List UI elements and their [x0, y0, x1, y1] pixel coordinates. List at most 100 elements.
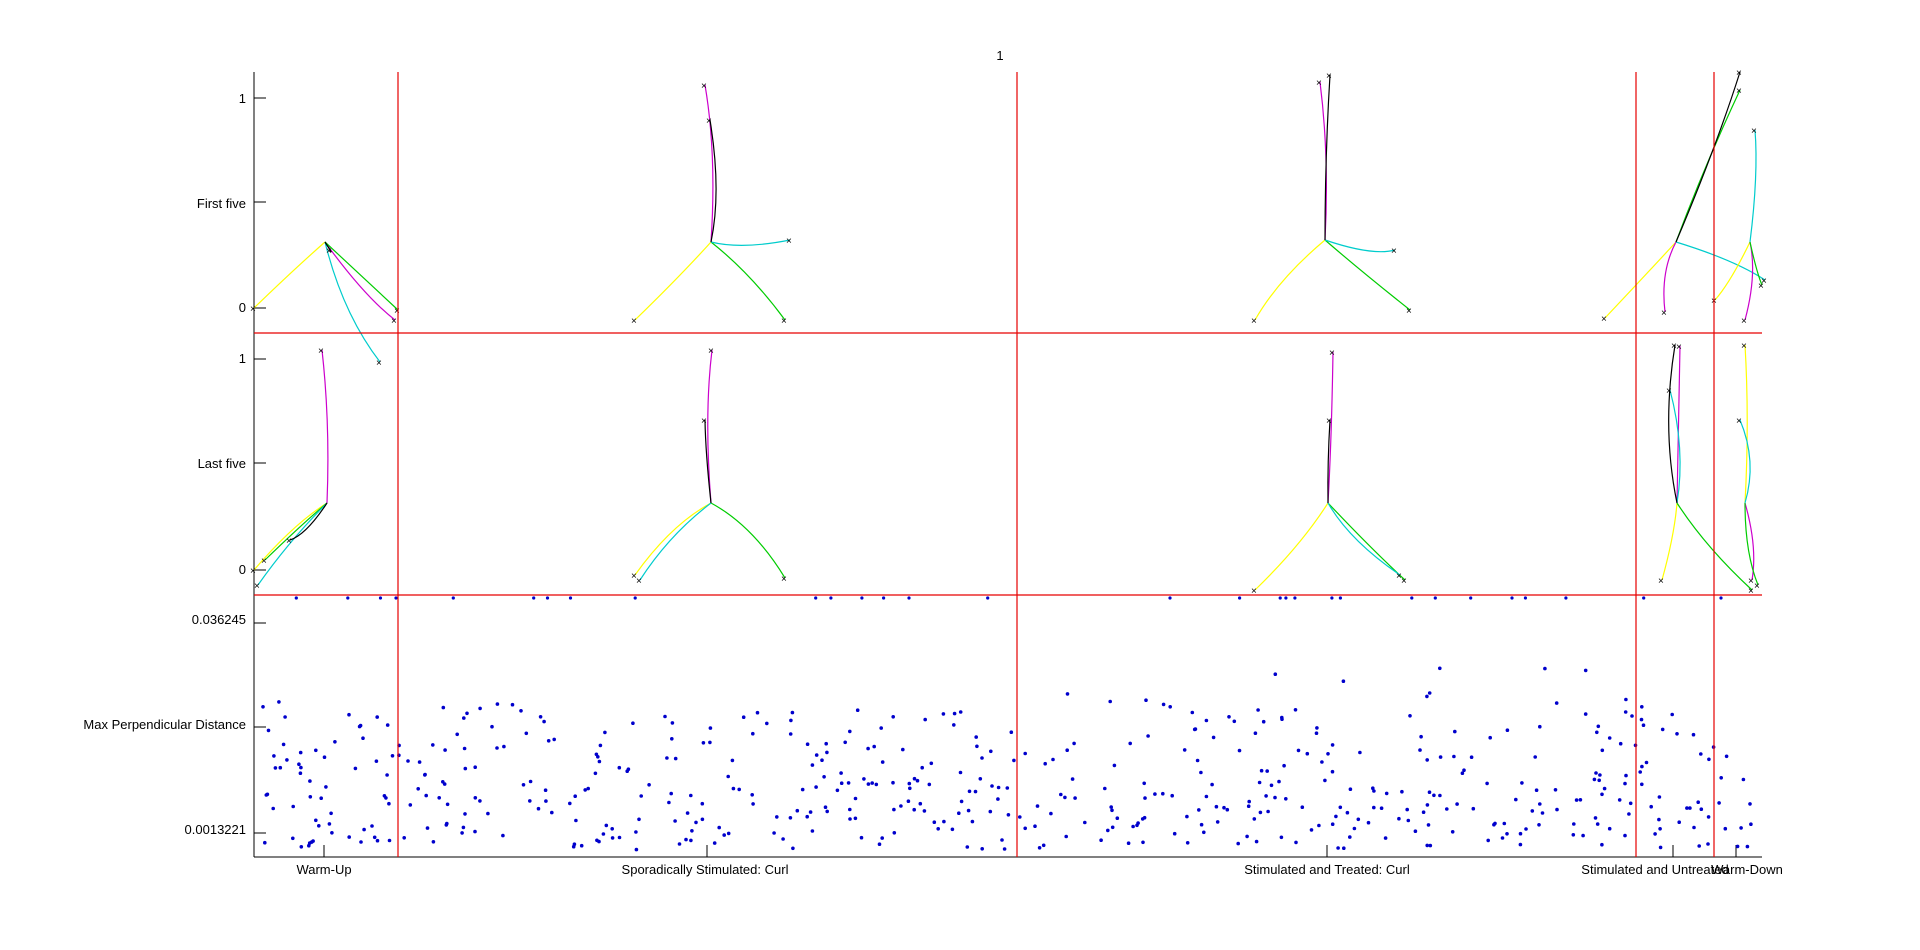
scatter-point	[408, 803, 413, 807]
scatter-point-clipped	[814, 596, 818, 600]
scatter-point	[1279, 835, 1284, 840]
scatter-point	[726, 831, 731, 836]
scatter-point	[1108, 699, 1112, 704]
scatter-point	[358, 723, 363, 728]
scatter-point	[291, 804, 296, 809]
section-label-sporadic: Sporadically Stimulated: Curl	[622, 862, 789, 877]
scatter-point	[1452, 754, 1456, 759]
scatter-point	[297, 762, 301, 766]
scatter-point	[1453, 729, 1457, 734]
scatter-point	[726, 774, 730, 779]
trajectory-line	[1254, 502, 1329, 591]
scatter-point	[870, 781, 874, 785]
scatter-point	[473, 829, 477, 834]
scatter-point	[462, 716, 466, 720]
scatter-point	[625, 769, 629, 773]
trajectory-line	[634, 241, 712, 321]
trajectory-endpoint-marker: ×	[1671, 341, 1677, 352]
scatter-point	[1334, 814, 1338, 819]
scatter-point	[866, 746, 870, 751]
scatter-point	[880, 836, 884, 840]
scatter-point	[1211, 735, 1216, 740]
scatter-point	[372, 835, 377, 840]
scatter-point	[957, 811, 961, 815]
scatter-point	[1428, 843, 1433, 848]
scatter-point	[263, 840, 267, 845]
scatter-point	[266, 728, 271, 733]
scatter-point	[1518, 842, 1523, 847]
scatter-point	[877, 842, 882, 846]
scatter-point	[1600, 842, 1604, 847]
scatter-point	[544, 799, 548, 803]
scatter-point-clipped	[1338, 596, 1342, 600]
scatter-point	[601, 832, 606, 836]
scatter-point-clipped	[907, 596, 911, 600]
scatter-point	[1450, 830, 1455, 834]
scatter-point	[1657, 817, 1661, 822]
scatter-point	[347, 712, 351, 717]
scatter-point	[387, 801, 391, 806]
section-label-warm-down: Warm-Down	[1711, 862, 1783, 877]
scatter-point	[425, 826, 430, 830]
scatter-point	[862, 777, 866, 781]
scatter-point	[1598, 773, 1602, 777]
scatter-point	[989, 749, 993, 754]
scatter-point	[443, 748, 447, 752]
trajectory-endpoint-marker: ×	[1736, 68, 1742, 79]
trajectory-line	[324, 241, 399, 311]
scatter-point	[839, 771, 843, 775]
scatter-point	[278, 765, 283, 770]
scatter-point	[1600, 792, 1604, 797]
scatter-point	[689, 838, 693, 843]
scatter-point	[990, 784, 994, 788]
scatter-point	[1372, 805, 1376, 810]
scatter-point	[593, 771, 598, 776]
scatter-point	[1110, 825, 1115, 830]
scatter-point	[1247, 799, 1251, 804]
scatter-point	[855, 708, 860, 712]
scatter-point-clipped	[545, 596, 550, 600]
scatter-point	[1143, 796, 1147, 800]
scatter-point	[1294, 840, 1298, 845]
trajectory-line	[1739, 419, 1751, 504]
scatter-point	[473, 765, 478, 769]
scatter-point	[1419, 734, 1423, 739]
scatter-point	[701, 741, 706, 745]
scatter-point	[610, 836, 615, 840]
scatter-point	[1555, 807, 1559, 812]
scatter-point	[353, 766, 358, 771]
trajectory-line	[289, 502, 328, 541]
scatter-point	[1514, 797, 1518, 802]
scatter-point	[843, 740, 847, 745]
scatter-point	[1199, 822, 1204, 827]
trajectory-line	[321, 349, 329, 504]
scatter-point	[463, 812, 467, 816]
scatter-point	[1500, 836, 1505, 840]
scatter-point	[1264, 794, 1268, 798]
scatter-point	[1707, 757, 1711, 762]
scatter-point	[1309, 828, 1314, 832]
scatter-point	[731, 786, 736, 791]
scatter-point	[1649, 804, 1653, 809]
scatter-point	[285, 758, 289, 762]
scatter-point	[1070, 777, 1075, 781]
trajectory-endpoint-marker: ×	[631, 571, 637, 582]
scatter-point	[1427, 790, 1432, 794]
trajectory-line	[710, 239, 791, 246]
scatter-point	[755, 710, 760, 715]
scatter-point	[634, 830, 638, 834]
scatter-point	[502, 744, 506, 749]
scatter-point	[790, 710, 795, 715]
scatter-point	[670, 721, 675, 725]
scatter-point-clipped	[1410, 596, 1414, 600]
scatter-point	[1126, 841, 1131, 845]
scatter-point	[1540, 811, 1545, 815]
trajectory-endpoint-marker: ×	[1326, 416, 1332, 427]
scatter-point	[327, 822, 332, 826]
scatter-point	[333, 740, 337, 744]
scatter-point	[1352, 826, 1357, 831]
scatter-point	[722, 833, 726, 837]
trajectory-endpoint-marker: ×	[254, 581, 260, 592]
scatter-point	[1400, 789, 1404, 794]
scatter-point	[1257, 780, 1262, 785]
